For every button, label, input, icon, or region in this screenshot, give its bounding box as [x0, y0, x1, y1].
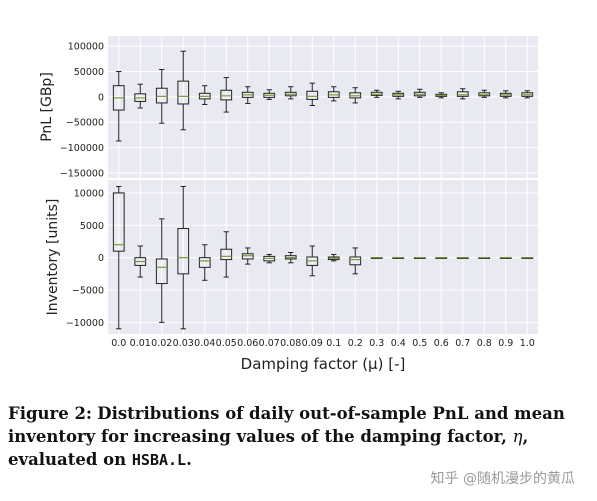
x-tick-label: 0.6	[434, 338, 449, 349]
pnl-plot-background	[108, 36, 538, 178]
inventory-box-0.1	[327, 253, 340, 262]
pnl-box-0.6	[435, 92, 448, 99]
pnl-box-0.1	[327, 86, 340, 102]
inventory-y-tick-label: −5000	[72, 286, 104, 297]
x-tick-label: 0.0	[111, 338, 126, 349]
inventory-y-tick-label: 10000	[74, 188, 104, 199]
inventory-box-0.9	[499, 257, 512, 259]
x-tick-label: 0.06	[237, 338, 258, 349]
pnl-box-0.9	[499, 90, 512, 99]
inventory-box-0.04	[198, 244, 211, 281]
inventory-box-0.5	[413, 257, 426, 259]
figure-caption: Figure 2: Distributions of daily out-of-…	[8, 402, 578, 472]
inventory-box-0.07	[263, 253, 276, 264]
pnl-box-0.06	[241, 86, 254, 104]
x-tick-label: 0.4	[391, 338, 406, 349]
x-tick-label: 0.7	[455, 338, 470, 349]
pnl-box-0.03	[177, 50, 190, 131]
inventory-box-0.03	[177, 185, 190, 330]
inventory-box-0.4	[392, 257, 405, 259]
pnl-box-0.04	[198, 85, 211, 105]
box-iqr	[306, 90, 319, 100]
x-tick-label: 0.05	[216, 338, 237, 349]
inventory-box-0.7	[456, 257, 469, 259]
pnl-box-0.8	[478, 89, 491, 98]
pnl-panel: 100000 50000 0 −50000 −100000 −150000	[60, 36, 538, 179]
box-iqr	[177, 80, 190, 105]
pnl-box-0.2	[349, 87, 362, 104]
inventory-box-0.0	[112, 185, 125, 330]
x-tick-label: 0.03	[173, 338, 194, 349]
pnl-box-1.0	[521, 90, 534, 99]
inventory-box-1.0	[521, 257, 534, 259]
x-tick-label: 0.08	[280, 338, 301, 349]
inventory-y-tick-label: 5000	[80, 221, 104, 232]
x-tick-label: 0.9	[498, 338, 513, 349]
inventory-box-0.05	[220, 231, 233, 278]
pnl-box-0.05	[220, 77, 233, 113]
inventory-box-0.01	[134, 245, 147, 278]
pnl-y-tick-label: −50000	[66, 118, 104, 129]
box-iqr	[155, 87, 168, 104]
box-iqr	[220, 89, 233, 101]
pnl-y-tick-label: 50000	[74, 67, 104, 78]
inventory-box-0.09	[306, 245, 319, 277]
caption-text: Distributions of daily out-of-sample PnL…	[8, 404, 565, 446]
x-tick-label: 0.04	[194, 338, 215, 349]
inventory-y-axis-label: Inventory [units]	[45, 199, 61, 316]
inventory-box-0.2	[349, 247, 362, 275]
pnl-box-0.0	[112, 71, 125, 142]
x-tick-label: 0.5	[412, 338, 427, 349]
pnl-box-0.7	[456, 88, 469, 100]
box-iqr	[177, 228, 190, 275]
watermark-text: 知乎 @随机漫步的黄瓜	[430, 471, 575, 487]
pnl-y-axis-label: PnL [GBp]	[39, 72, 55, 142]
x-tick-label: 0.02	[151, 338, 172, 349]
inventory-panel: 10000 5000 0 −5000 −10000	[66, 180, 538, 334]
x-tick-label: 0.3	[369, 338, 384, 349]
inventory-plot-background	[108, 180, 538, 334]
caption-end: .	[186, 450, 192, 469]
box-iqr	[112, 192, 125, 252]
inventory-box-0.3	[370, 257, 383, 259]
box-iqr	[456, 91, 469, 97]
box-iqr	[198, 257, 211, 268]
pnl-y-tick-label: 100000	[68, 42, 104, 53]
x-tick-label: 0.1	[326, 338, 341, 349]
box-iqr	[241, 253, 254, 260]
pnl-y-tick-label: −150000	[60, 168, 104, 179]
pnl-box-0.09	[306, 82, 319, 106]
caption-ticker: HSBA.L	[131, 451, 187, 469]
x-tick-label: 0.09	[302, 338, 323, 349]
pnl-box-0.3	[370, 89, 383, 98]
x-tick-label: 0.01	[130, 338, 151, 349]
pnl-box-0.02	[155, 68, 168, 124]
pnl-box-0.07	[263, 89, 276, 100]
x-tick-label: 0.8	[477, 338, 492, 349]
pnl-y-tick-label: −100000	[60, 143, 104, 154]
x-tick-label: 0.07	[259, 338, 280, 349]
inventory-box-0.02	[155, 218, 168, 323]
inventory-y-tick-label: −10000	[66, 318, 104, 329]
pnl-box-0.01	[134, 83, 147, 109]
box-iqr	[349, 256, 362, 266]
x-axis-label: Damping factor (μ) [-]	[241, 355, 406, 373]
x-tick-label: 1.0	[520, 338, 535, 349]
box-iqr	[220, 248, 233, 261]
caption-symbol: η	[512, 427, 523, 446]
inventory-box-0.8	[478, 257, 491, 259]
pnl-box-0.08	[284, 86, 297, 100]
x-tick-label: 0.2	[348, 338, 363, 349]
pnl-box-0.5	[413, 88, 426, 98]
pnl-y-tick-label: 0	[98, 92, 104, 103]
caption-text-2: , evaluated on	[8, 427, 529, 469]
caption-figure-number: Figure 2:	[8, 404, 93, 423]
box-iqr	[155, 258, 168, 285]
inventory-box-0.08	[284, 251, 297, 264]
pnl-box-0.4	[392, 90, 405, 100]
inventory-y-tick-label: 0	[98, 253, 104, 264]
inventory-box-0.06	[241, 247, 254, 265]
inventory-box-0.6	[435, 257, 448, 259]
